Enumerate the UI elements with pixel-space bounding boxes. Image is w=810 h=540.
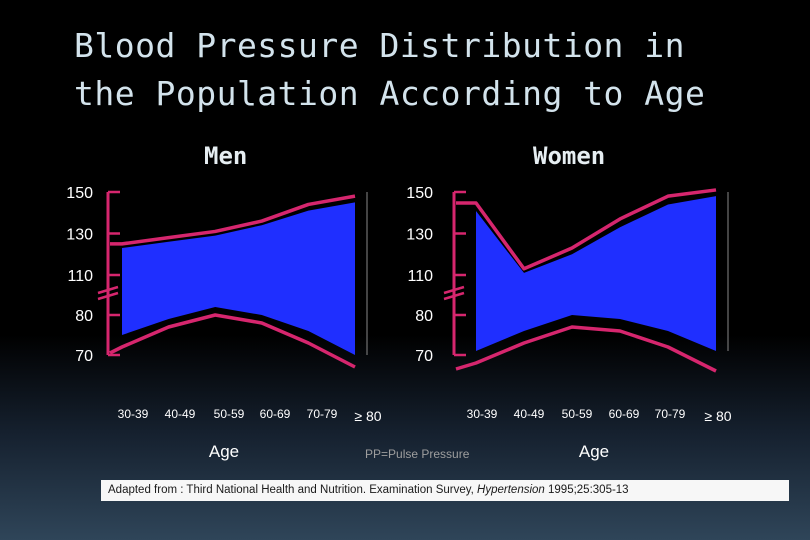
citation-suffix: 1995;25:305-13 [544, 484, 629, 496]
men-y-tick-label: 130 [66, 227, 93, 244]
women-x-tick-label: 50-59 [562, 407, 593, 421]
slide-title: Blood Pressure Distribution in the Popul… [74, 22, 794, 118]
men-axis-break-mark [97, 285, 119, 295]
women-x-tick-label: 60-69 [609, 407, 640, 421]
men-y-tick-label: 150 [66, 185, 93, 202]
women-x-tick-label: 30-39 [467, 407, 498, 421]
women-pp-band [476, 196, 716, 351]
pp-note: PP=Pulse Pressure [365, 447, 470, 461]
women-x-tick-label: 40-49 [514, 407, 545, 421]
men-x-tick-label: ≥ 80 [354, 408, 381, 424]
men-x-tick-label: 50-59 [214, 407, 245, 421]
men-x-tick-label: 60-69 [260, 407, 291, 421]
source-citation: Adapted from : Third National Health and… [101, 480, 789, 501]
women-y-tick-label: 110 [407, 268, 433, 285]
men-y-tick-label: 80 [75, 308, 93, 325]
women-y-tick-label: 130 [406, 227, 433, 244]
citation-prefix: Adapted from : Third National Health and… [108, 484, 478, 496]
men-y-tick-label: 70 [75, 348, 93, 365]
women-axis-break-mark [443, 291, 465, 301]
women-y-tick-label: 70 [415, 348, 433, 365]
women-panel-title: Women [533, 142, 606, 170]
women-x-tick-label: ≥ 80 [704, 408, 731, 424]
men-panel-title: Men [204, 142, 248, 170]
men-x-axis-label: Age [209, 442, 239, 461]
women-x-axis-label: Age [579, 442, 609, 461]
men-x-tick-label: 70-79 [307, 407, 338, 421]
men-y-tick-label: 110 [67, 268, 93, 285]
citation-journal: Hypertension [477, 484, 545, 496]
men-x-tick-label: 30-39 [118, 407, 149, 421]
men-x-tick-label: 40-49 [165, 407, 196, 421]
women-axis-break-mark [443, 285, 465, 295]
title-line-2: the Population According to Age [74, 74, 706, 113]
men-upper-line [110, 194, 356, 246]
women-y-tick-label: 150 [406, 185, 433, 202]
men-axis-break-mark [97, 291, 119, 301]
men-pp-band [122, 202, 355, 355]
title-line-1: Blood Pressure Distribution in [74, 26, 686, 65]
women-lower-line [455, 325, 717, 373]
women-x-tick-label: 70-79 [655, 407, 686, 421]
women-y-tick-label: 80 [415, 308, 433, 325]
men-lower-line [109, 313, 356, 369]
women-upper-line [456, 188, 717, 271]
